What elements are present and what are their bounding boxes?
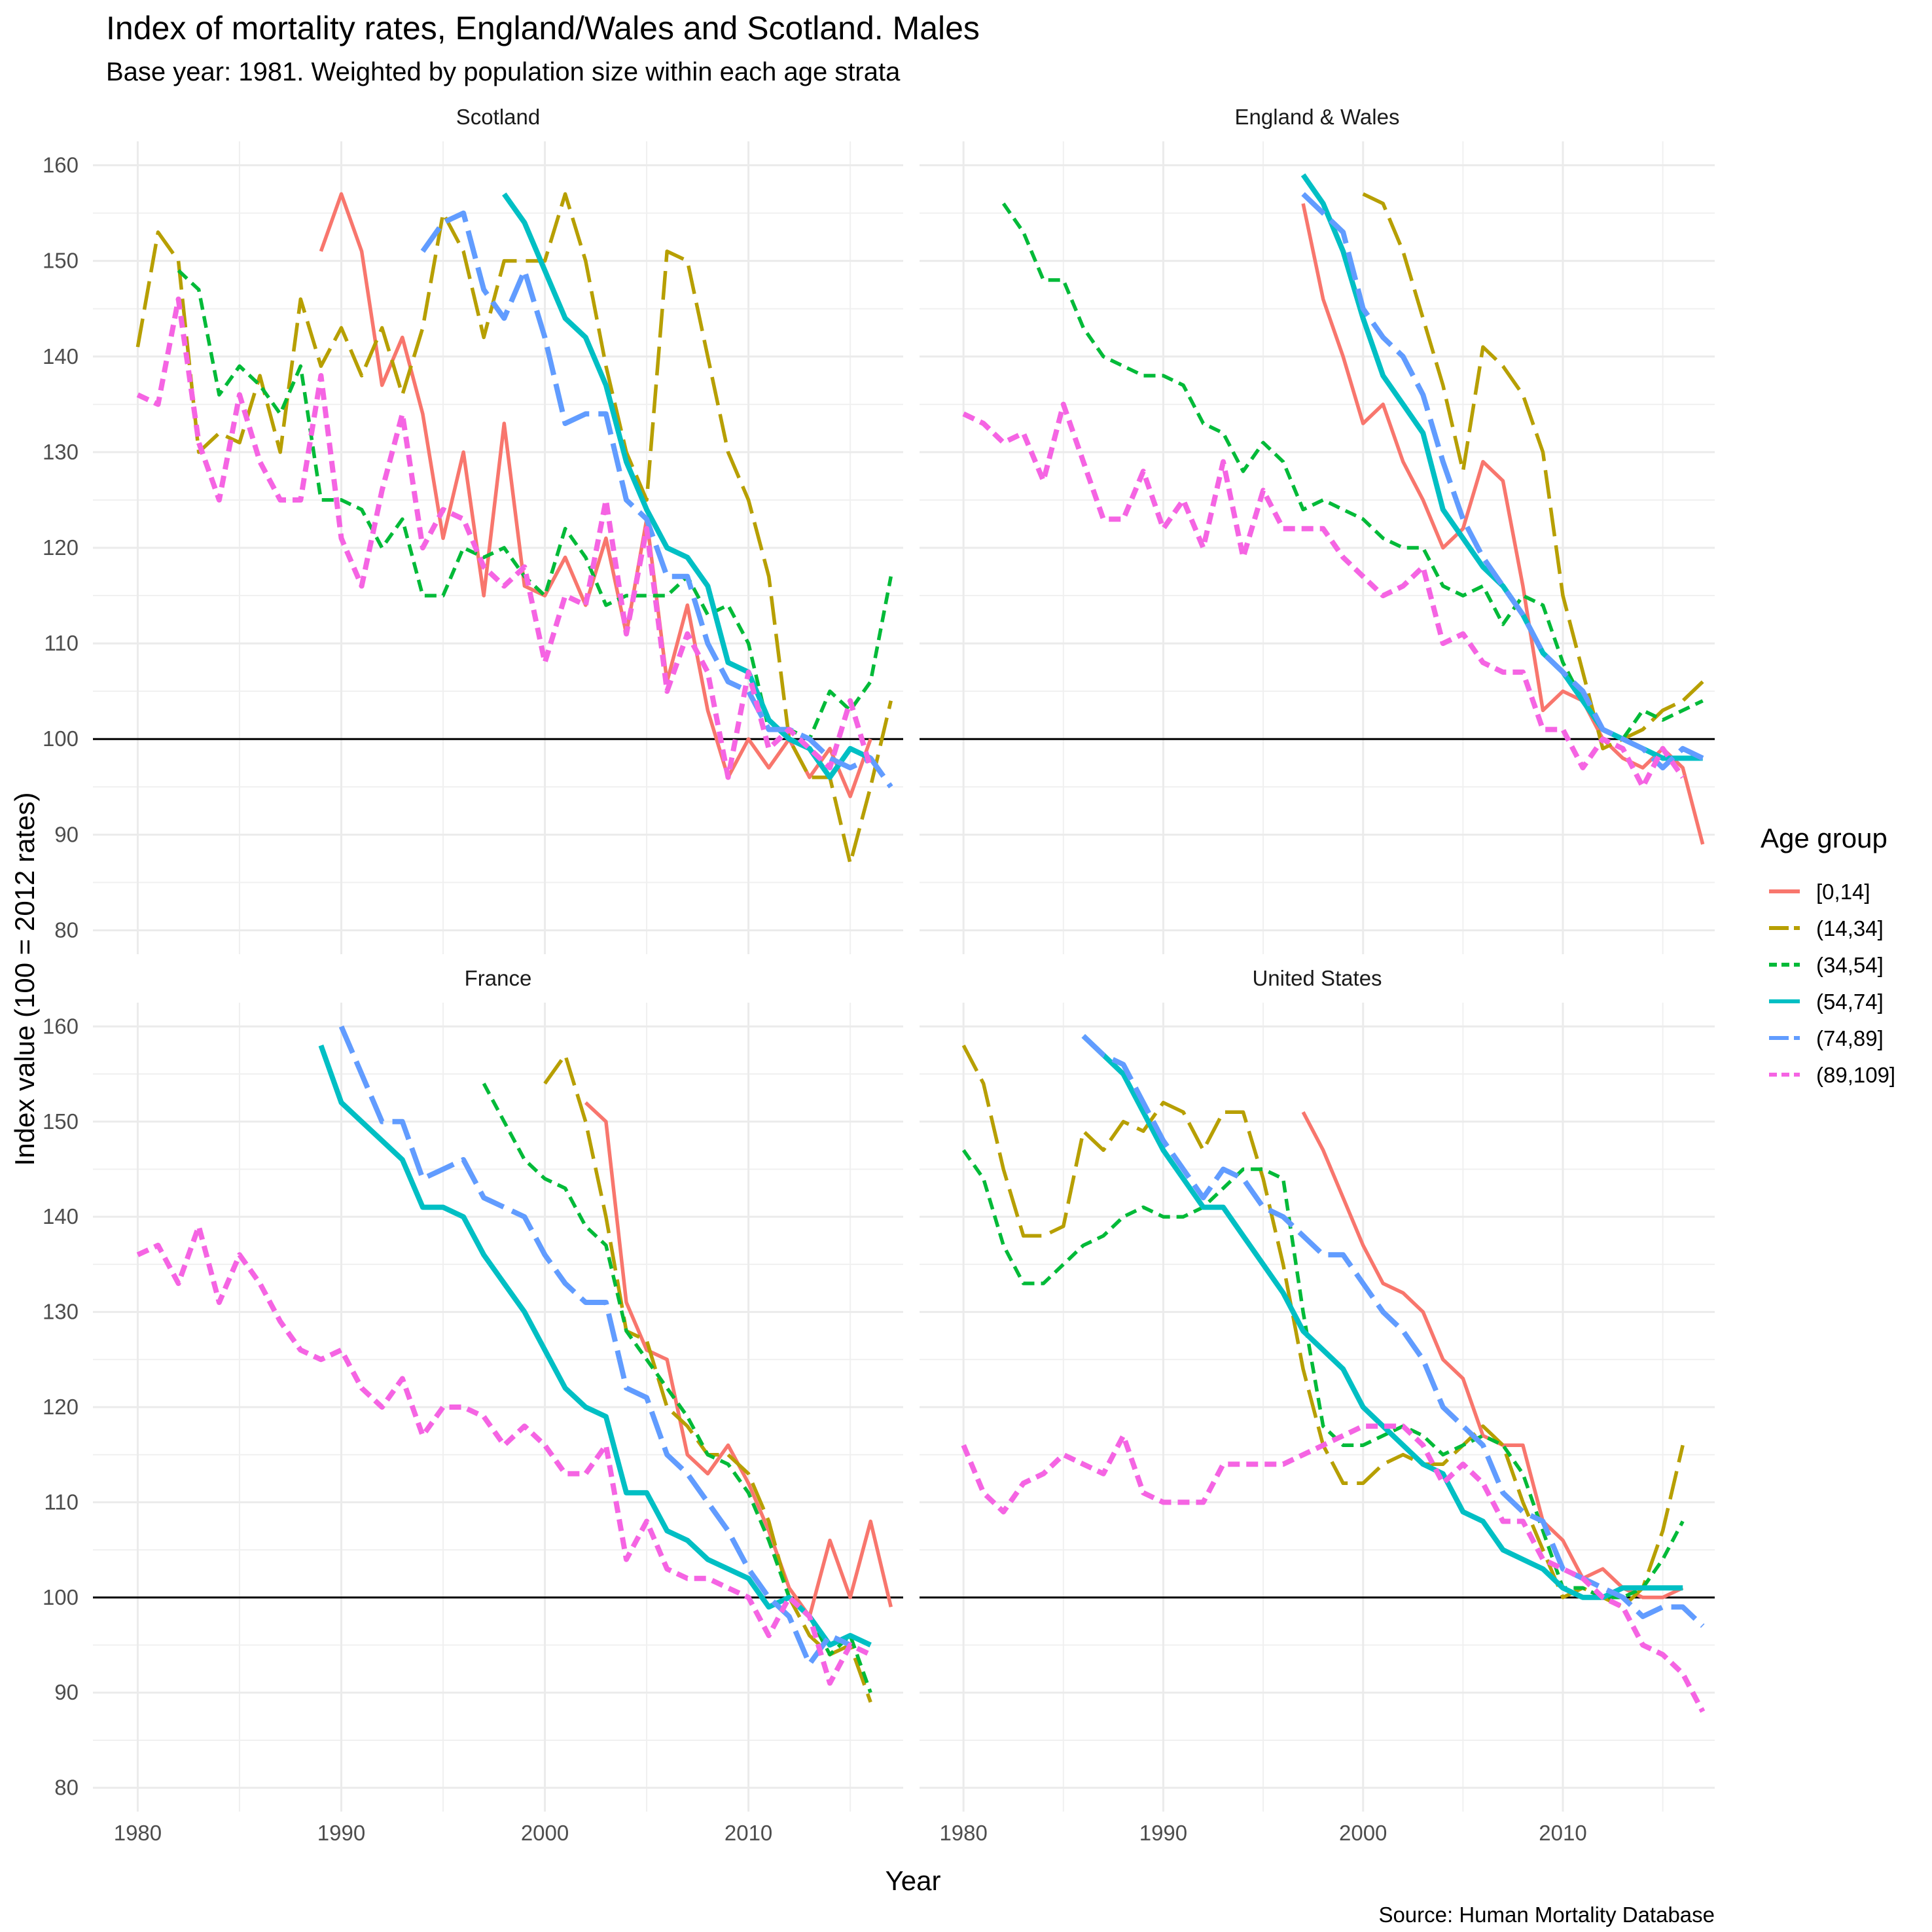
series-line-14-34 — [961, 1045, 1685, 1609]
y-tick-label: 140 — [43, 344, 79, 368]
legend-label: (74,89] — [1816, 1026, 1884, 1050]
y-tick-label: 90 — [54, 1680, 79, 1704]
x-axis-title: Year — [885, 1865, 941, 1896]
series-line-34-54 — [177, 269, 893, 741]
legend: Age group [0,14] (14,34] (34,54] (54,74] (74… — [1761, 823, 1895, 1087]
x-tick-label: 2000 — [521, 1821, 569, 1845]
legend-label: (14,34] — [1816, 916, 1884, 940]
series-line-74-89 — [420, 210, 893, 789]
panel-label: Scotland — [456, 105, 540, 129]
series-line-54-74 — [1081, 1034, 1683, 1600]
y-tick-label: 150 — [43, 249, 79, 273]
y-tick-label: 120 — [43, 1395, 79, 1419]
y-tick-label: 100 — [43, 726, 79, 751]
series-line-14-34 — [543, 1053, 872, 1703]
series-line-54-74 — [502, 192, 872, 780]
panel-label: France — [465, 966, 532, 990]
y-tick-label: 160 — [43, 1014, 79, 1038]
legend-label: (89,109] — [1816, 1063, 1895, 1087]
series-line-0-14 — [1301, 1111, 1684, 1600]
legend-label: (54,74] — [1816, 990, 1884, 1014]
y-tick-label: 110 — [44, 631, 79, 655]
y-tick-label: 80 — [54, 1776, 79, 1800]
y-tick-label: 120 — [43, 535, 79, 560]
x-tick-label: 2000 — [1339, 1821, 1387, 1845]
chart-title: Index of mortality rates, England/Wales … — [106, 10, 980, 46]
y-tick-label: 130 — [43, 1300, 79, 1324]
x-tick-label: 1980 — [939, 1821, 987, 1845]
series-line-0-14 — [1301, 203, 1705, 845]
series-line-0-14 — [319, 192, 872, 798]
x-tick-label: 1990 — [317, 1821, 365, 1845]
y-tick-label: 130 — [43, 440, 79, 464]
series-line-89-109 — [136, 296, 874, 780]
panel-label: England & Wales — [1235, 105, 1400, 129]
series-line-54-74 — [318, 1045, 872, 1648]
series-line-74-89 — [1081, 1034, 1705, 1628]
y-tick-label: 100 — [43, 1585, 79, 1609]
panel-france: France 80 90 100 110 120 130 140 150 160 1980 1990 2… — [43, 966, 903, 1845]
x-tick-label: 2010 — [1539, 1821, 1586, 1845]
series-line-74-89 — [338, 1025, 851, 1667]
panel-label: United States — [1252, 966, 1382, 990]
source-caption: Source: Human Mortality Database — [1378, 1903, 1715, 1927]
legend-label: [0,14] — [1816, 880, 1870, 904]
y-tick-label: 140 — [43, 1204, 79, 1228]
chart-subtitle: Base year: 1981. Weighted by population … — [106, 58, 901, 86]
series-line-74-89 — [1301, 192, 1704, 771]
series-line-89-109 — [136, 1223, 872, 1686]
panel-england-wales: England & Wales — [920, 105, 1715, 954]
x-tick-label: 1990 — [1139, 1821, 1187, 1845]
x-tick-label: 2010 — [724, 1821, 772, 1845]
legend-label: (34,54] — [1816, 953, 1884, 977]
series-line-89-109 — [962, 401, 1685, 790]
series-line-14-34 — [1362, 192, 1704, 751]
y-axis-title: Index value (100 = 2012 rates) — [9, 793, 40, 1166]
y-tick-label: 110 — [44, 1490, 79, 1514]
series-line-89-109 — [961, 1423, 1706, 1713]
y-tick-label: 90 — [54, 822, 79, 846]
y-tick-label: 150 — [43, 1109, 79, 1134]
x-tick-label: 1980 — [114, 1821, 162, 1845]
legend-title: Age group — [1761, 823, 1887, 853]
panel-united-states: United States 1980 1990 2000 2010 — [920, 966, 1715, 1845]
series-line-34-54 — [482, 1082, 872, 1694]
y-tick-label: 160 — [43, 153, 79, 177]
panel-scotland: Scotland 80 90 100 110 120 130 140 150 160 — [43, 105, 903, 954]
y-tick-label: 80 — [54, 918, 79, 942]
